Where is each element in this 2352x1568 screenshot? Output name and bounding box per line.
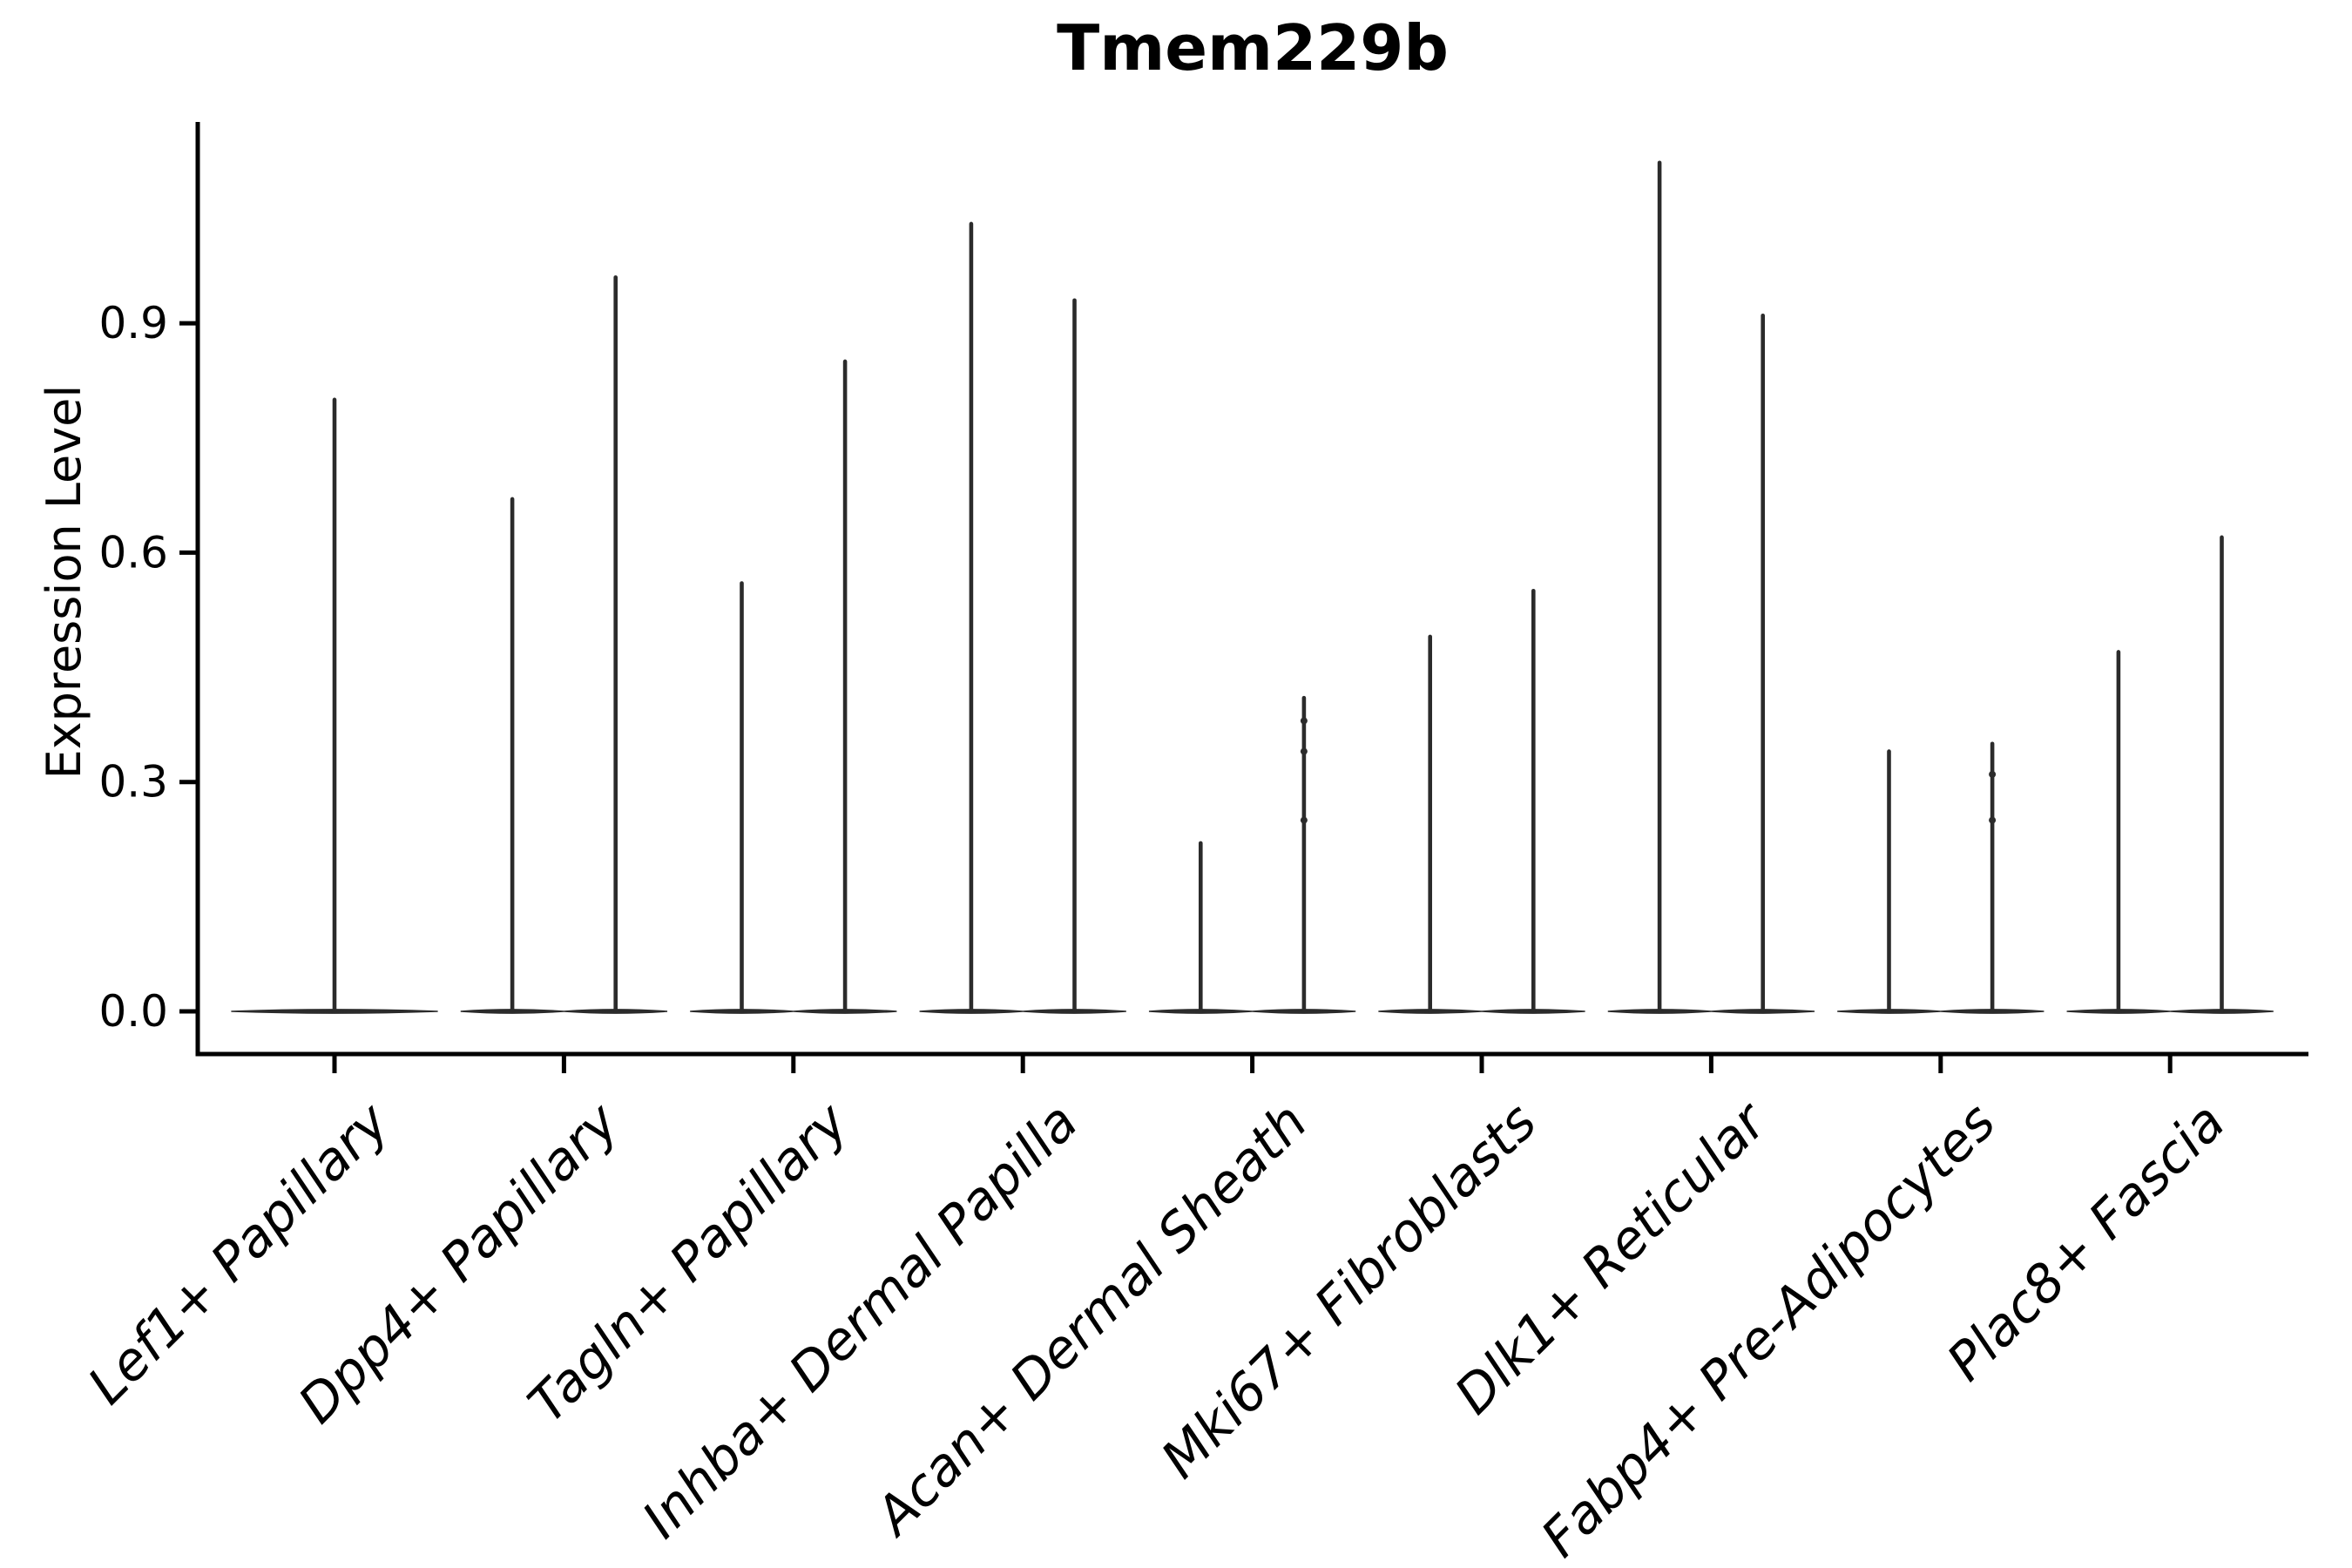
violin-group — [1837, 741, 2044, 1014]
violins-layer — [231, 160, 2274, 1014]
axes-layer — [179, 122, 2308, 1073]
violin-group — [231, 397, 438, 1014]
y-axis-label: Expression Level — [37, 385, 91, 780]
violin-group — [460, 275, 668, 1014]
violin-density-knot — [1300, 747, 1308, 755]
x-tick-label: Fabp4+ Pre-Adipocytes — [1530, 1092, 2007, 1568]
violin-group — [2066, 535, 2274, 1014]
violin-group — [919, 221, 1126, 1014]
x-tick-label: Acan+ Dermal Sheath — [862, 1092, 1319, 1549]
violin-density-knot — [1989, 770, 1997, 778]
x-tick-label: Mki67+ Fibroblasts — [1150, 1092, 1549, 1490]
y-tick-label: 0.6 — [98, 527, 168, 578]
violin-group — [1148, 695, 1356, 1014]
x-tick-label: Inhba+ Dermal Papilla — [631, 1092, 1089, 1550]
violin-density-knot — [1300, 816, 1308, 824]
violin-group — [690, 359, 897, 1014]
chart-title: Tmem229b — [1057, 11, 1449, 84]
y-tick-label: 0.9 — [98, 298, 168, 348]
violin-group — [1607, 160, 1815, 1014]
violin-density-knot — [1300, 717, 1308, 725]
y-tick-label: 0.3 — [98, 757, 168, 808]
y-tick-label: 0.0 — [98, 986, 168, 1037]
violin-density-knot — [1989, 816, 1997, 824]
violin-group — [1378, 588, 1585, 1014]
